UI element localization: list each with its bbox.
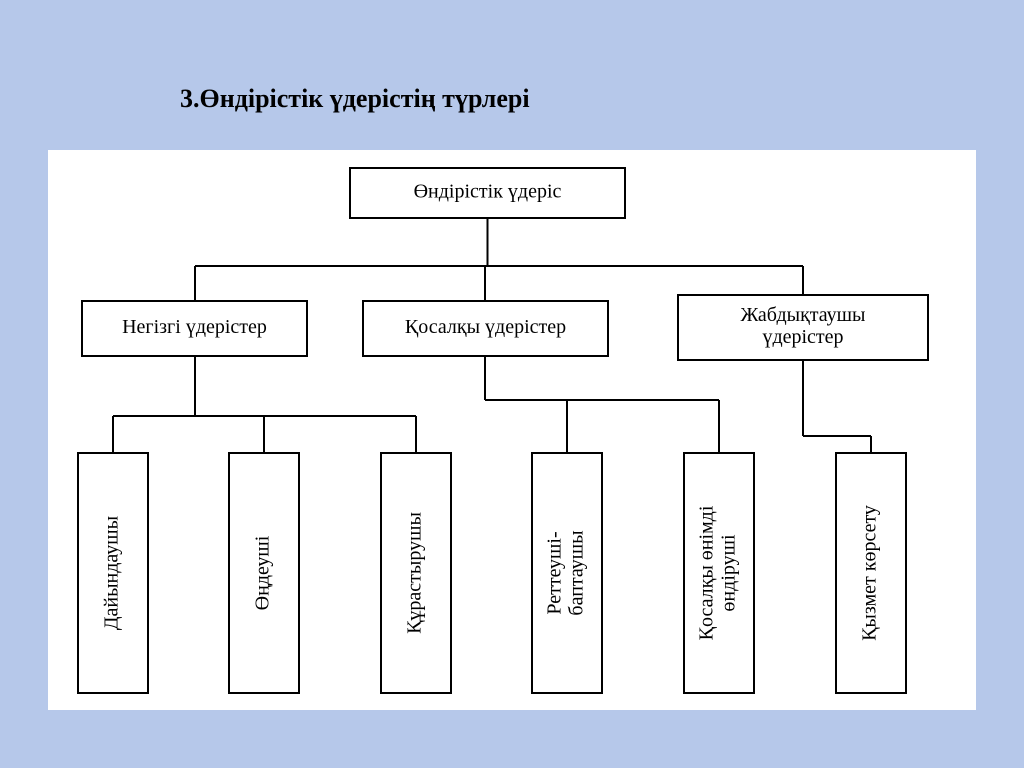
svg-text:Қосалқы өнімді: Қосалқы өнімді	[696, 505, 718, 640]
svg-text:Құрастырушы: Құрастырушы	[404, 512, 426, 634]
svg-text:өндіруші: өндіруші	[718, 534, 740, 612]
svg-text:Негізгі үдерістер: Негізгі үдерістер	[122, 316, 267, 338]
svg-text:үдерістер: үдерістер	[762, 326, 843, 348]
diagram-svg: Өндірістік үдеріс Негізгі үдерістер Қосалқ…	[0, 0, 1024, 768]
slide: 3.Өндірістік үдерістің түрлері Өндірісті…	[0, 0, 1024, 768]
svg-text:баптаушы: баптаушы	[566, 530, 588, 615]
svg-text:Қызмет көрсету: Қызмет көрсету	[859, 505, 881, 641]
svg-text:Өндірістік үдеріс: Өндірістік үдеріс	[414, 181, 562, 203]
svg-text:Реттеуші-: Реттеуші-	[544, 531, 566, 614]
svg-text:Дайындаушы: Дайындаушы	[101, 516, 123, 630]
svg-text:Өңдеуші: Өңдеуші	[252, 535, 274, 610]
svg-text:Жабдықтаушы: Жабдықтаушы	[741, 304, 866, 326]
svg-text:Қосалқы үдерістер: Қосалқы үдерістер	[405, 316, 566, 338]
